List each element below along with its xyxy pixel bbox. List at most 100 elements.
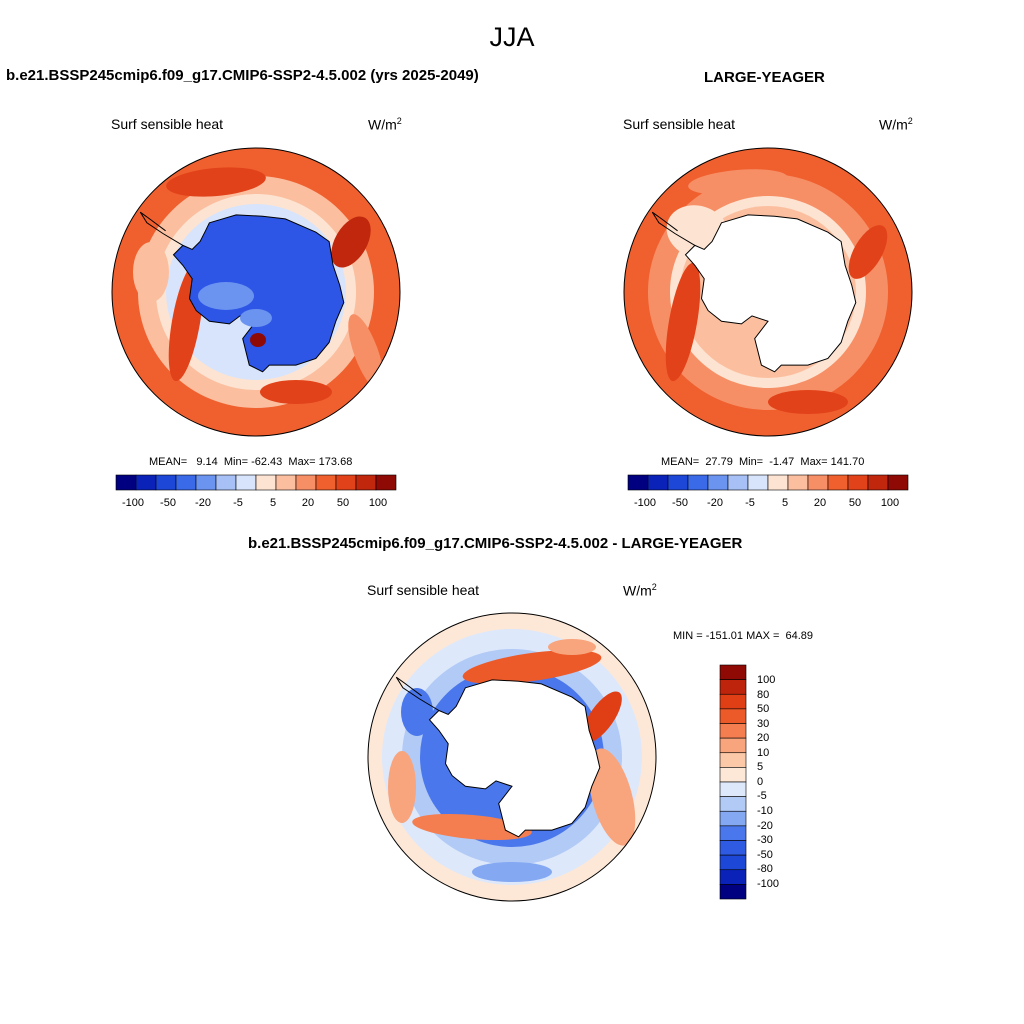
colorbar-tick: -20 (195, 497, 211, 509)
antarctica-coastline (684, 214, 857, 373)
colorbar-box (115, 474, 137, 491)
colorbar-label: 0 (757, 776, 764, 788)
colorbar-label: 100 (757, 674, 776, 686)
colorbar-label: 10 (757, 747, 770, 759)
colorbar-box (255, 474, 277, 491)
obs-panel-title: LARGE-YEAGER (704, 69, 825, 86)
field-anomaly (462, 650, 602, 684)
colorbar-box (647, 474, 669, 491)
colorbar-box (807, 474, 829, 491)
diff-stats: MIN = -151.01 MAX = 64.89 (673, 630, 814, 642)
colorbar-box (719, 869, 747, 885)
land-anomaly (250, 333, 266, 347)
colorbar-box (719, 796, 747, 812)
colorbar-box (707, 474, 729, 491)
colorbar-box (719, 825, 747, 841)
field-anomaly (166, 167, 266, 197)
antarctica-coastline (428, 679, 601, 838)
model-variable-label: Surf sensible heat (111, 116, 224, 132)
diff-colorbar (719, 664, 747, 900)
field-anomaly (331, 216, 371, 268)
diff-units-label: W/m2 (623, 582, 657, 599)
colorbar-box (767, 474, 789, 491)
colorbar-box (719, 693, 747, 710)
field-anomaly (388, 751, 416, 823)
antarctic-peninsula (395, 676, 440, 711)
land-anomaly (198, 282, 254, 310)
colorbar-label: -100 (757, 878, 780, 890)
diff-panel-title: b.e21.BSSP245cmip6.f09_g17.CMIP6-SSP2-4.… (248, 535, 743, 552)
obs-units-label: W/m2 (879, 116, 913, 133)
antarctic-peninsula (139, 211, 184, 246)
colorbar-box (847, 474, 869, 491)
diff-variable-label: Surf sensible heat (367, 582, 480, 598)
colorbar-box (155, 474, 177, 491)
field-anomaly (260, 380, 332, 404)
colorbar-box (215, 474, 237, 491)
colorbar-label: -50 (757, 849, 773, 861)
obs-stats: MEAN= 27.79 Min= -1.47 Max= 141.70 (661, 456, 865, 468)
field-anomaly (401, 688, 433, 736)
diff-map-border (367, 612, 657, 902)
obs-map-border (623, 147, 913, 437)
colorbar-label: -80 (757, 863, 773, 875)
colorbar-box (887, 474, 909, 491)
colorbar-box (195, 474, 217, 491)
model-units-label: W/m2 (368, 116, 402, 133)
colorbar-label: -20 (757, 820, 773, 832)
field-anomaly (348, 314, 384, 390)
colorbar-box (375, 474, 397, 491)
colorbar-box (667, 474, 689, 491)
colorbar-label: 30 (757, 718, 770, 730)
colorbar-tick: -100 (633, 497, 657, 509)
field-anomaly (665, 262, 701, 382)
model-stats: MEAN= 9.14 Min= -62.43 Max= 173.68 (149, 456, 353, 468)
figure-title: JJA (489, 22, 535, 52)
colorbar-tick: 20 (813, 497, 827, 509)
colorbar-label: 5 (757, 761, 764, 773)
antarctic-peninsula (651, 211, 696, 246)
colorbar-box (719, 854, 747, 871)
field-anomaly (582, 691, 622, 743)
colorbar-box (719, 767, 747, 783)
colorbar-label: -30 (757, 834, 773, 846)
obs-colorbar (627, 474, 909, 491)
colorbar-box (135, 474, 157, 491)
colorbar-tick: -5 (745, 497, 755, 509)
colorbar-box (687, 474, 709, 491)
colorbar-tick: -5 (233, 497, 243, 509)
colorbar-tick: 100 (368, 497, 388, 509)
colorbar-box (719, 884, 747, 900)
colorbar-tick: -50 (160, 497, 176, 509)
field-anomaly (133, 242, 169, 302)
colorbar-box (867, 474, 889, 491)
diff-polar-map (368, 613, 656, 901)
colorbar-box (235, 474, 257, 491)
colorbar-box (719, 781, 747, 797)
colorbar-tick: -20 (707, 497, 723, 509)
colorbar-box (719, 752, 747, 768)
field-anomaly (688, 169, 788, 195)
colorbar-box (315, 474, 337, 491)
model-panel-title: b.e21.BSSP245cmip6.f09_g17.CMIP6-SSP2-4.… (6, 67, 479, 84)
colorbar-label: 80 (757, 689, 770, 701)
field-anomaly (412, 813, 532, 841)
colorbar-tick: 20 (301, 497, 315, 509)
colorbar-box (355, 474, 377, 491)
model-polar-map (112, 148, 400, 436)
colorbar-tick: 50 (336, 497, 350, 509)
obs-variable-label: Surf sensible heat (623, 116, 736, 132)
colorbar-tick: -50 (672, 497, 688, 509)
colorbar-box (719, 810, 747, 827)
model-colorbar (115, 474, 397, 491)
colorbar-box (719, 723, 747, 739)
colorbar-box (719, 737, 747, 754)
colorbar-box (787, 474, 809, 491)
field-anomaly (848, 225, 888, 279)
colorbar-box (175, 474, 197, 491)
colorbar-label: 50 (757, 703, 770, 715)
colorbar-box (719, 679, 747, 695)
colorbar-tick: -100 (121, 497, 145, 509)
colorbar-box (747, 474, 769, 491)
